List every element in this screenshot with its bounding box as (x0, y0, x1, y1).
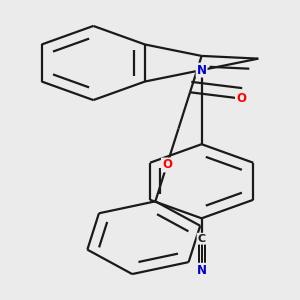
Text: N: N (196, 64, 207, 76)
Text: C: C (197, 234, 206, 244)
Text: O: O (236, 92, 246, 105)
Text: O: O (162, 158, 172, 172)
Text: N: N (196, 264, 207, 277)
